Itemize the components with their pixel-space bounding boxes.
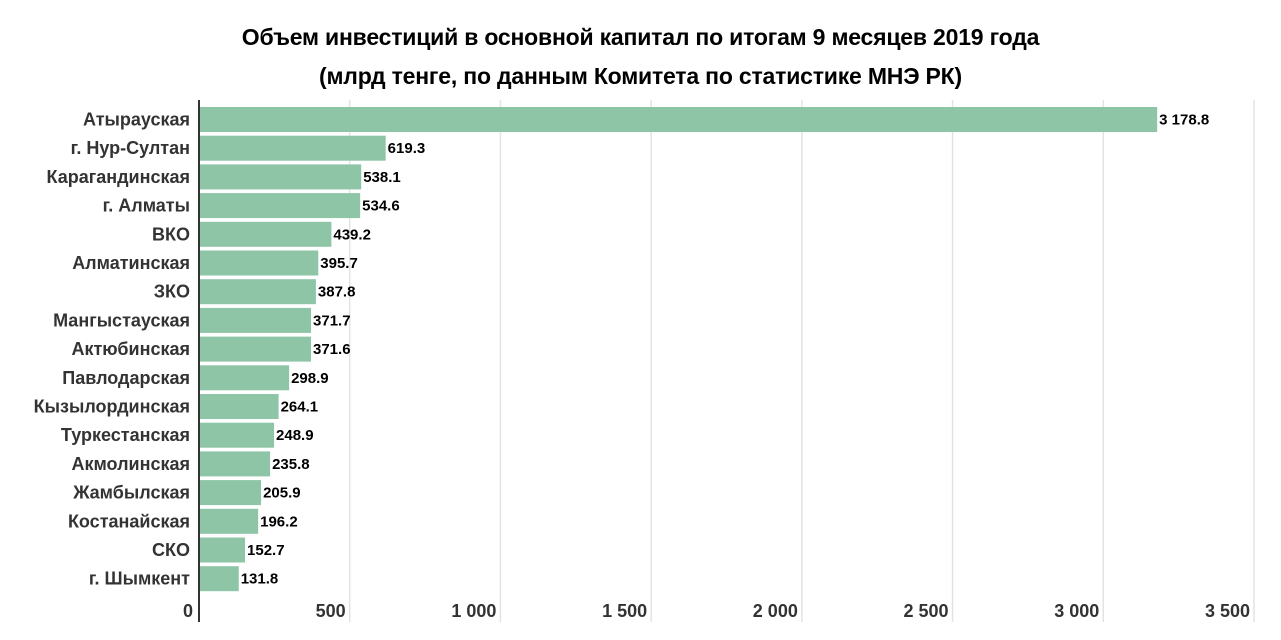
bar: [199, 480, 262, 506]
x-tick-label: 2 000: [753, 601, 798, 621]
bar: [199, 394, 279, 419]
category-label: Мангыстауская: [53, 310, 190, 330]
data-label: 235.8: [272, 456, 310, 473]
chart-title: Объем инвестиций в основной капитал по и…: [241, 24, 1040, 50]
data-label: 534.6: [362, 198, 400, 215]
data-label: 131.8: [241, 571, 279, 588]
x-tick-label: 1 000: [451, 601, 496, 621]
bar: [199, 451, 271, 477]
category-label: г. Нур-Султан: [71, 138, 190, 158]
data-label: 196.2: [260, 513, 298, 530]
data-label: 387.8: [318, 284, 356, 301]
x-tick-label: 0: [183, 601, 193, 621]
bar: [199, 307, 312, 333]
category-label: Акмолинская: [71, 454, 190, 474]
data-label: 205.9: [263, 485, 301, 502]
data-label: 264.1: [281, 399, 319, 416]
category-label: Павлодарская: [62, 368, 190, 388]
data-label: 439.2: [333, 226, 371, 243]
category-label: СКО: [152, 540, 190, 560]
bar: [199, 221, 332, 247]
category-label: Алматинская: [72, 253, 190, 273]
category-label: ЗКО: [154, 282, 190, 302]
data-label: 371.7: [313, 312, 351, 329]
data-label: 248.9: [276, 427, 314, 444]
bar: [199, 336, 312, 362]
category-label: Костанайская: [68, 511, 190, 531]
x-tick-label: 2 500: [904, 601, 949, 621]
bar: [199, 508, 259, 534]
bar: [199, 164, 362, 190]
bar: [199, 365, 290, 391]
chart-subtitle: (млрд тенге, по данным Комитета по стати…: [319, 63, 962, 89]
data-label: 3 178.8: [1159, 112, 1209, 129]
x-tick-label: 1 500: [602, 601, 647, 621]
bar: [199, 107, 1158, 132]
bar: [199, 279, 316, 305]
data-label: 619.3: [388, 140, 426, 157]
bar: [199, 193, 361, 219]
x-tick-label: 500: [316, 601, 346, 621]
bar: [199, 566, 239, 592]
data-label: 395.7: [320, 255, 358, 272]
bar: [199, 422, 275, 448]
category-label: Атырауская: [83, 110, 190, 130]
category-label: г. Шымкент: [89, 569, 190, 589]
category-label: г. Алматы: [103, 196, 190, 216]
data-label: 371.6: [313, 341, 351, 358]
bar: [199, 537, 246, 563]
data-label: 298.9: [291, 370, 329, 387]
category-label: Карагандинская: [47, 167, 191, 187]
category-label: Актюбинская: [71, 339, 190, 359]
x-tick-label: 3 500: [1205, 601, 1250, 621]
category-label: Туркестанская: [61, 425, 190, 445]
category-label: Кызылординская: [34, 397, 190, 417]
x-tick-label: 3 000: [1054, 601, 1099, 621]
category-label: Жамбылская: [72, 483, 190, 503]
data-label: 152.7: [247, 542, 285, 559]
bar: [199, 135, 386, 161]
category-label: ВКО: [152, 224, 190, 244]
data-label: 538.1: [363, 169, 401, 186]
bar: [199, 250, 319, 276]
